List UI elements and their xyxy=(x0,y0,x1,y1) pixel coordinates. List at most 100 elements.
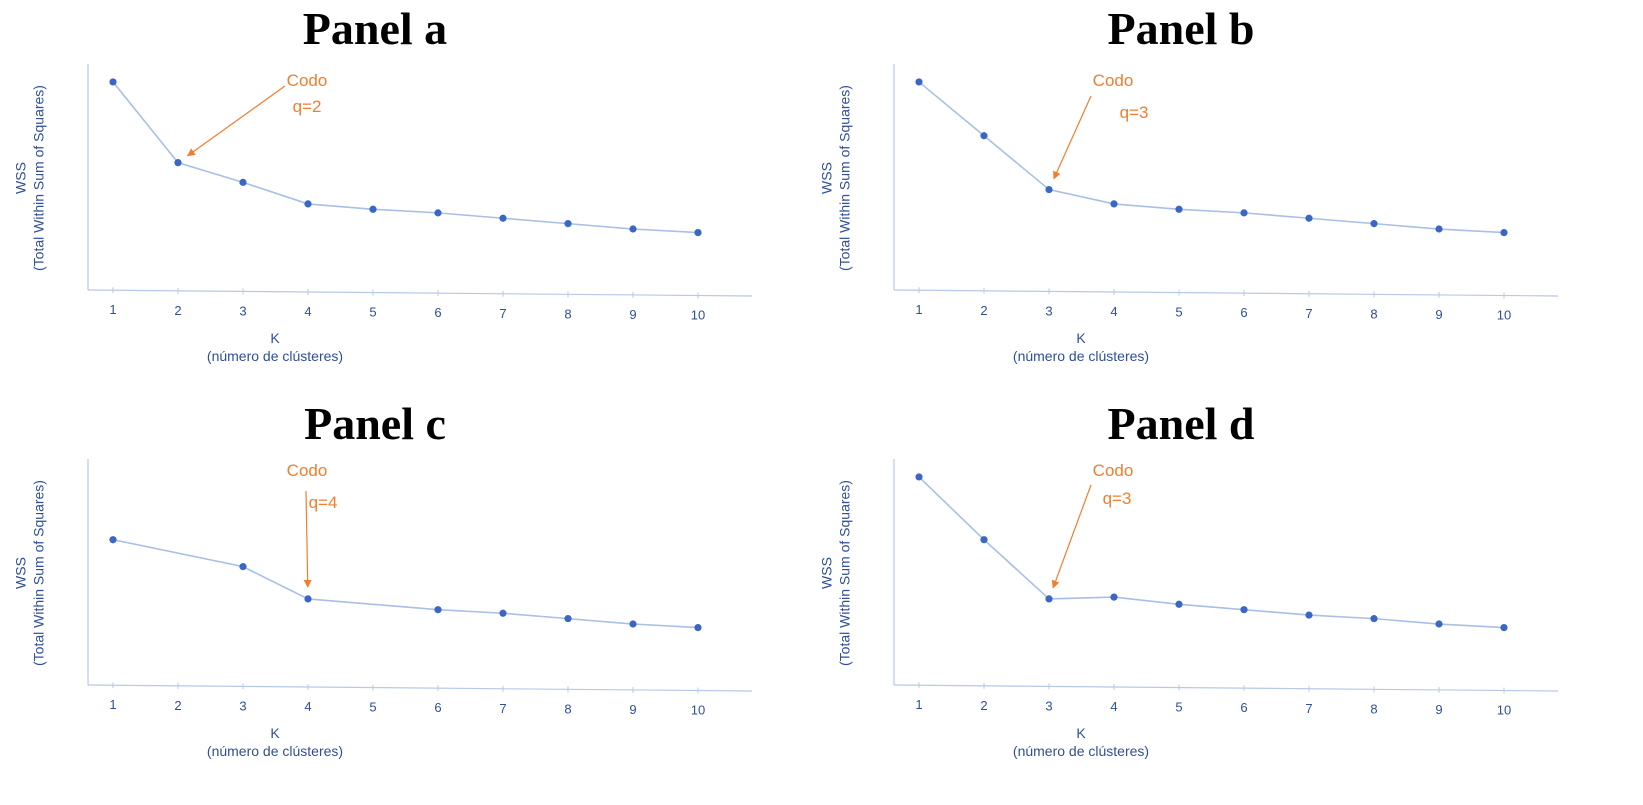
annotation-q-value: q=3 xyxy=(1120,103,1149,122)
data-point-k2 xyxy=(980,132,988,140)
annotation-arrow xyxy=(303,490,312,588)
data-point-k4 xyxy=(1110,200,1118,208)
x-tick-label: 8 xyxy=(564,306,571,321)
wss-series-line xyxy=(918,476,1505,629)
annotation-label: Codo xyxy=(287,71,328,90)
wss-series-line xyxy=(112,81,699,234)
x-axis-line xyxy=(893,684,1559,692)
panel-title: Panel c xyxy=(304,398,446,449)
wss-series-line xyxy=(918,81,1505,234)
y-axis-title: WSS xyxy=(819,162,835,194)
x-axis-subtitle: (número de clústeres) xyxy=(207,348,343,364)
x-tick-label: 6 xyxy=(1240,700,1247,715)
data-point-k2 xyxy=(980,536,988,544)
data-point-k7 xyxy=(499,609,507,617)
x-tick-label: 7 xyxy=(499,306,506,321)
x-tick-label: 9 xyxy=(1435,307,1442,322)
x-tick-label: 4 xyxy=(304,304,311,319)
y-axis-subtitle: (Total Within Sum of Squares) xyxy=(837,480,853,666)
data-point-k8 xyxy=(564,615,572,623)
x-axis-line xyxy=(893,289,1559,297)
annotation-arrow xyxy=(1051,484,1092,589)
data-point-k5 xyxy=(1175,205,1183,213)
panel-title: Panel d xyxy=(1108,398,1255,449)
data-point-k10 xyxy=(1500,624,1508,632)
x-tick-label: 3 xyxy=(1045,303,1052,318)
data-point-k10 xyxy=(694,624,702,632)
data-point-k10 xyxy=(1500,229,1508,237)
data-point-k5 xyxy=(369,205,377,213)
chart-panel-d: Panel d 1 2 3 4 5 6 7 8 9 10 K (número de clústeres)… xyxy=(819,398,1559,759)
data-point-k9 xyxy=(629,225,637,233)
x-axis-title: K xyxy=(270,330,280,346)
x-axis-title: K xyxy=(1076,330,1086,346)
chart-panel-a: Panel a 1 2 3 4 5 6 7 8 9 10 K (número de clústeres)… xyxy=(13,3,753,364)
x-tick-label: 1 xyxy=(915,302,922,317)
data-point-k6 xyxy=(434,606,442,614)
x-tick-label: 5 xyxy=(369,305,376,320)
data-point-k1 xyxy=(109,78,117,86)
annotation-label: Codo xyxy=(1093,461,1134,480)
x-tick-label: 1 xyxy=(915,697,922,712)
x-axis-title: K xyxy=(270,725,280,741)
x-tick-label: 2 xyxy=(174,303,181,318)
x-tick-label: 3 xyxy=(239,698,246,713)
x-tick-label: 8 xyxy=(1370,701,1377,716)
data-point-k3 xyxy=(1045,595,1053,603)
data-point-k4 xyxy=(304,595,312,603)
data-point-k1 xyxy=(915,78,923,86)
data-point-k10 xyxy=(694,229,702,237)
x-axis-line xyxy=(87,684,753,692)
x-tick-label: 10 xyxy=(691,308,705,323)
x-tick-label: 2 xyxy=(980,698,987,713)
y-axis-subtitle: (Total Within Sum of Squares) xyxy=(31,85,47,271)
data-point-k4 xyxy=(1110,593,1118,601)
x-tick-label: 1 xyxy=(109,697,116,712)
x-tick-label: 9 xyxy=(629,307,636,322)
data-point-k6 xyxy=(1240,209,1248,217)
annotation-label: Codo xyxy=(287,461,328,480)
x-tick-label: 10 xyxy=(1497,703,1511,718)
panel-title: Panel a xyxy=(303,3,447,54)
x-tick-label: 7 xyxy=(1305,701,1312,716)
data-point-k8 xyxy=(564,220,572,228)
data-point-k3 xyxy=(1045,185,1053,194)
panel-title: Panel b xyxy=(1108,3,1255,54)
x-tick-label: 3 xyxy=(1045,698,1052,713)
data-point-k9 xyxy=(1435,225,1443,233)
data-point-k8 xyxy=(1370,615,1378,623)
x-tick-label: 1 xyxy=(109,302,116,317)
data-point-k3 xyxy=(239,563,247,571)
data-point-k6 xyxy=(434,209,442,217)
annotation-q-value: q=2 xyxy=(293,97,322,116)
x-tick-label: 5 xyxy=(369,700,376,715)
x-tick-label: 8 xyxy=(564,701,571,716)
data-point-k6 xyxy=(1240,606,1248,614)
x-tick-label: 7 xyxy=(499,701,506,716)
x-tick-label: 10 xyxy=(691,703,705,718)
x-tick-label: 4 xyxy=(1110,699,1117,714)
x-axis-line xyxy=(87,289,753,297)
annotation-arrow xyxy=(186,85,286,157)
wss-series-line xyxy=(112,538,699,629)
annotation-arrow xyxy=(1053,95,1092,180)
data-point-k9 xyxy=(1435,620,1443,628)
x-tick-label: 5 xyxy=(1175,305,1182,320)
chart-panel-c: Panel c 1 2 3 4 5 6 7 8 9 10 K (número de clústeres)… xyxy=(13,398,753,759)
x-tick-label: 5 xyxy=(1175,700,1182,715)
x-tick-label: 6 xyxy=(434,700,441,715)
x-tick-label: 3 xyxy=(239,303,246,318)
chart-panel-b: Panel b 1 2 3 4 5 6 7 8 9 10 K (número de clústeres)… xyxy=(819,3,1559,364)
data-point-k4 xyxy=(304,200,312,208)
x-tick-label: 6 xyxy=(434,305,441,320)
annotation-q-value: q=3 xyxy=(1103,489,1132,508)
data-point-k9 xyxy=(629,620,637,628)
x-tick-label: 4 xyxy=(1110,304,1117,319)
x-tick-label: 7 xyxy=(1305,306,1312,321)
x-tick-label: 10 xyxy=(1497,308,1511,323)
data-point-k7 xyxy=(1305,611,1313,619)
y-axis-title: WSS xyxy=(13,557,29,589)
data-point-k3 xyxy=(239,178,247,186)
y-axis-title: WSS xyxy=(819,557,835,589)
